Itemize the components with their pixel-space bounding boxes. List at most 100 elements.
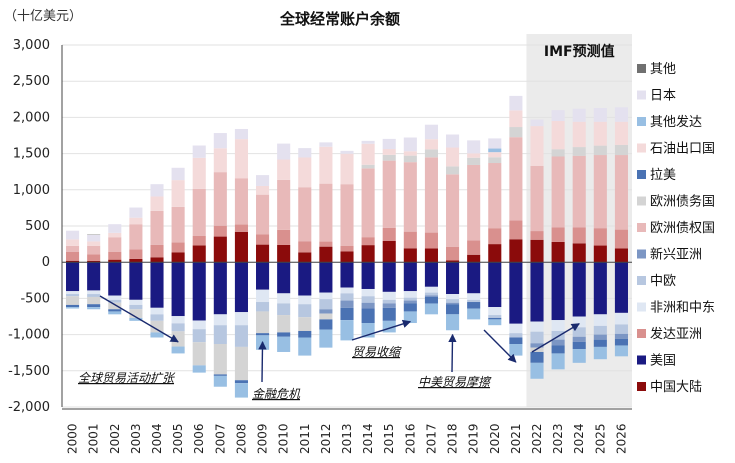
bar-segment xyxy=(319,142,332,146)
bar-segment xyxy=(446,247,459,261)
bar-segment xyxy=(573,342,586,349)
legend-label: 美国 xyxy=(650,354,676,369)
bar-segment xyxy=(362,245,375,262)
bar-segment xyxy=(404,138,417,152)
bar-segment xyxy=(594,314,607,326)
bar-segment xyxy=(150,257,163,262)
bar-segment xyxy=(446,174,459,246)
y-tick-label: 3,000 xyxy=(13,38,50,53)
bar-segment xyxy=(404,303,417,311)
bar-segment xyxy=(594,108,607,122)
bar-segment xyxy=(552,110,565,121)
bar-segment xyxy=(404,301,417,304)
bar-segment xyxy=(235,178,248,224)
bar-segment xyxy=(298,304,311,317)
x-tick-label: 2013 xyxy=(340,423,354,454)
bar-segment xyxy=(573,156,586,228)
x-tick-label: 2020 xyxy=(488,423,502,454)
bar-segment xyxy=(340,301,353,308)
bar-segment xyxy=(446,304,459,314)
bar-segment xyxy=(172,180,185,207)
legend-label: 中欧 xyxy=(650,274,676,289)
bar-segment xyxy=(256,311,269,333)
bar-segment xyxy=(172,242,185,252)
bar-segment xyxy=(108,303,121,310)
bar-segment xyxy=(425,293,438,296)
bar-segment xyxy=(298,252,311,262)
bar-segment xyxy=(530,363,543,379)
annotation-arrow xyxy=(452,335,453,372)
bar-segment xyxy=(615,155,628,230)
bar-segment xyxy=(150,184,163,196)
bar-segment xyxy=(530,262,543,321)
legend-label: 其他发达 xyxy=(650,114,702,130)
annotation-text: 金融危机 xyxy=(252,387,301,401)
bar-segment xyxy=(530,166,543,231)
bar-segment xyxy=(298,296,311,305)
legend-swatch xyxy=(637,144,646,153)
bar-segment xyxy=(150,262,163,308)
bar-segment xyxy=(235,312,248,325)
x-tick-label: 2021 xyxy=(509,423,523,454)
bar-segment xyxy=(256,333,269,335)
bar-segment xyxy=(488,262,501,307)
bar-segment xyxy=(404,298,417,301)
bar-segment xyxy=(594,262,607,314)
bar-segment xyxy=(404,262,417,291)
legend-label: 非洲和中东 xyxy=(650,301,715,316)
bar-segment xyxy=(319,242,332,247)
bar-segment xyxy=(425,303,438,314)
legend-label: 欧洲债权国 xyxy=(650,220,715,236)
bar-segment xyxy=(108,262,121,295)
bar-segment xyxy=(425,262,438,287)
bar-segment xyxy=(319,247,332,263)
bar-segment xyxy=(256,195,269,235)
x-tick-label: 2009 xyxy=(256,423,270,454)
bar-segment xyxy=(467,165,480,240)
legend-swatch xyxy=(637,91,646,100)
bar-segment xyxy=(615,334,628,339)
bar-segment xyxy=(446,166,459,174)
bar-segment xyxy=(425,249,438,263)
bar-segment xyxy=(509,324,522,333)
bar-segment xyxy=(87,290,100,294)
bar-segment xyxy=(467,255,480,262)
bar-segment xyxy=(383,149,396,155)
bar-segment xyxy=(319,319,332,329)
bar-segment xyxy=(383,262,396,292)
x-tick-label: 2026 xyxy=(614,423,628,454)
bar-segment xyxy=(87,262,100,290)
bar-segment xyxy=(594,155,607,228)
bar-segment xyxy=(488,152,501,157)
bar-segment xyxy=(383,228,396,241)
bar-segment xyxy=(488,157,501,163)
bar-segment xyxy=(573,227,586,243)
chart-title: 全球经常账户余额 xyxy=(279,10,400,28)
legend-label: 发达亚洲 xyxy=(650,326,702,342)
bar-segment xyxy=(214,133,227,148)
bar-segment xyxy=(298,337,311,355)
bar-segment xyxy=(129,250,142,259)
x-tick-label: 2005 xyxy=(171,423,185,454)
legend-swatch xyxy=(637,64,646,73)
bar-segment xyxy=(404,232,417,249)
bar-segment xyxy=(150,245,163,257)
bar-segment xyxy=(404,151,417,155)
bar-segment xyxy=(129,208,142,218)
bar-segment xyxy=(467,153,480,157)
y-tick-label: 2,000 xyxy=(13,110,50,125)
bar-segment xyxy=(383,241,396,262)
bar-segment xyxy=(530,240,543,262)
bar-segment xyxy=(235,129,248,139)
bar-segment xyxy=(298,241,311,252)
bar-segment xyxy=(235,139,248,178)
bar-segment xyxy=(615,230,628,249)
bar-segment xyxy=(467,262,480,293)
bar-segment xyxy=(193,245,206,262)
legend-swatch xyxy=(637,170,646,179)
bar-segment xyxy=(509,96,522,110)
bar-segment xyxy=(193,145,206,157)
y-tick-label: -500 xyxy=(20,291,50,306)
bar-segment xyxy=(129,218,142,225)
bar-segment xyxy=(87,235,100,242)
